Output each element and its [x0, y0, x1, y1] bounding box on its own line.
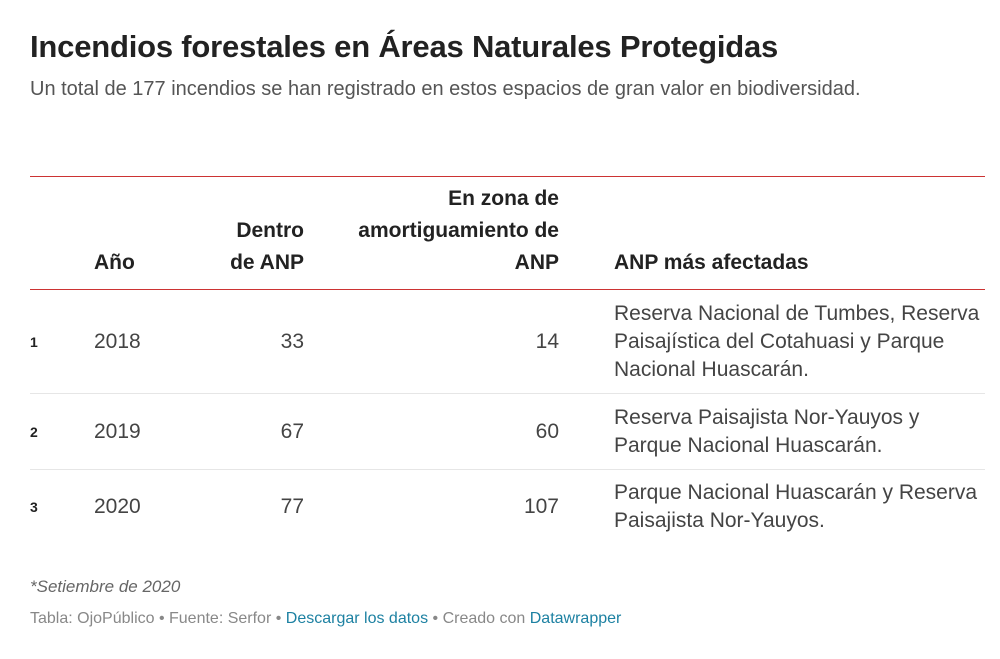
chart-notes: *Setiembre de 2020 — [30, 577, 181, 596]
cell-year: 2020 — [94, 494, 141, 518]
table-header-row: Año Dentro de ANP En zona de amortiguami… — [30, 176, 985, 290]
cell-affected: Reserva Nacional de Tumbes, Reserva Pais… — [614, 301, 980, 381]
cell-inside: 33 — [280, 329, 304, 353]
row-index: 1 — [30, 333, 38, 350]
column-header-inside-label: Dentro de ANP — [230, 219, 304, 274]
cell-year: 2019 — [94, 419, 141, 443]
footer-separator: • Creado con — [428, 610, 530, 627]
data-table: Año Dentro de ANP En zona de amortiguami… — [30, 176, 985, 544]
cell-inside: 67 — [280, 419, 304, 443]
datawrapper-link[interactable]: Datawrapper — [529, 610, 622, 627]
download-data-link[interactable]: Descargar los datos — [285, 610, 429, 627]
column-header-buffer[interactable]: En zona de amortiguamiento de ANP — [304, 177, 559, 290]
footer-source: Tabla: OjoPúblico • Fuente: Serfor • — [30, 610, 286, 627]
cell-buffer: 107 — [523, 494, 559, 518]
table-row: 3 2020 77 107 Parque Nacional Huascarán … — [30, 470, 985, 544]
chart-subtitle: Un total de 177 incendios se han registr… — [30, 78, 861, 100]
cell-affected: Reserva Paisajista Nor-Yauyos y Parque N… — [614, 405, 920, 457]
cell-buffer: 14 — [535, 329, 559, 353]
column-header-year[interactable]: Año — [94, 251, 135, 274]
header: Incendios forestales en Áreas Naturales … — [30, 28, 985, 102]
column-header-index[interactable] — [30, 177, 94, 290]
row-index: 3 — [30, 498, 38, 515]
cell-affected: Parque Nacional Huascarán y Reserva Pais… — [614, 480, 978, 532]
cell-year: 2018 — [94, 329, 141, 353]
cell-inside: 77 — [280, 494, 304, 518]
row-index: 2 — [30, 423, 38, 440]
cell-buffer: 60 — [535, 419, 559, 443]
table-row: 2 2019 67 60 Reserva Paisajista Nor-Yauy… — [30, 394, 985, 470]
column-header-inside[interactable]: Dentro de ANP — [214, 177, 304, 290]
chart-footer: Tabla: OjoPúblico • Fuente: Serfor • Des… — [30, 610, 621, 628]
table-row: 1 2018 33 14 Reserva Nacional de Tumbes,… — [30, 290, 985, 394]
column-header-affected[interactable]: ANP más afectadas — [614, 251, 809, 274]
chart-title: Incendios forestales en Áreas Naturales … — [30, 29, 779, 64]
column-header-buffer-label: En zona de amortiguamiento de ANP — [358, 187, 559, 274]
